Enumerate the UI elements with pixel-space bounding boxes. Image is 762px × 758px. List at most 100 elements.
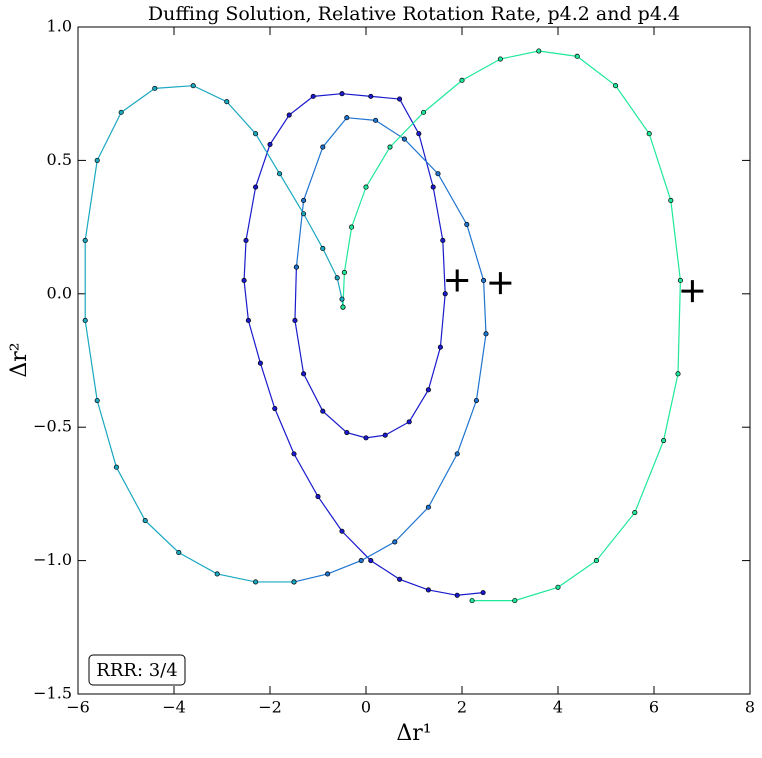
point xyxy=(358,558,364,564)
point xyxy=(430,184,436,190)
point xyxy=(82,317,88,324)
point xyxy=(416,131,422,137)
point xyxy=(437,344,443,350)
point xyxy=(325,571,331,577)
point xyxy=(406,419,412,425)
annotation-box xyxy=(88,654,186,686)
y-tick-label: 0.0 xyxy=(47,283,72,302)
point xyxy=(341,269,347,276)
point xyxy=(363,184,369,190)
point xyxy=(310,93,316,99)
point xyxy=(272,405,278,412)
point xyxy=(555,584,561,590)
point xyxy=(253,184,259,190)
point xyxy=(152,85,158,91)
point xyxy=(301,371,307,377)
cross-marker xyxy=(489,272,512,295)
point xyxy=(677,277,683,284)
point xyxy=(82,237,88,243)
point xyxy=(425,387,431,393)
point xyxy=(425,504,431,510)
y-axis-label: Δr² xyxy=(7,342,32,377)
y-tick-label: −1.5 xyxy=(33,684,72,703)
cross-marker xyxy=(446,269,469,292)
point xyxy=(339,91,345,97)
point xyxy=(344,429,350,436)
y-tick-label: 0.5 xyxy=(47,150,72,169)
point xyxy=(214,571,220,577)
point xyxy=(392,539,398,545)
x-tick-label: −4 xyxy=(162,698,186,717)
point xyxy=(675,371,681,377)
point xyxy=(646,131,652,137)
point xyxy=(320,245,326,251)
point xyxy=(454,592,460,598)
y-tick-label: 1.0 xyxy=(47,17,72,36)
point xyxy=(291,579,297,585)
point xyxy=(512,598,518,604)
x-tick-label: 2 xyxy=(457,698,467,717)
point xyxy=(94,157,100,163)
point xyxy=(118,109,124,115)
point xyxy=(668,197,674,203)
point xyxy=(301,197,307,203)
point xyxy=(291,451,297,457)
point xyxy=(481,277,487,284)
point xyxy=(397,96,403,102)
point xyxy=(339,296,345,302)
point xyxy=(224,99,230,105)
x-tick-label: 0 xyxy=(361,698,371,717)
point xyxy=(473,397,479,404)
x-tick-label: −6 xyxy=(66,698,90,717)
point xyxy=(315,494,321,500)
point xyxy=(421,109,427,115)
point xyxy=(277,171,283,177)
annotation: RRR: 3/4 xyxy=(96,660,177,681)
plot-frame xyxy=(77,26,751,695)
point xyxy=(382,432,388,438)
point xyxy=(454,451,460,457)
point xyxy=(301,211,307,217)
point xyxy=(293,264,299,270)
point xyxy=(397,576,403,582)
point xyxy=(267,141,273,147)
series-line xyxy=(243,93,484,596)
point xyxy=(176,550,182,556)
point xyxy=(344,115,350,121)
point xyxy=(613,83,619,89)
point xyxy=(253,131,259,137)
point xyxy=(368,558,374,564)
point xyxy=(334,275,340,281)
point xyxy=(442,291,448,297)
x-tick-label: 8 xyxy=(745,698,755,717)
point xyxy=(113,464,119,470)
point xyxy=(593,558,599,564)
point xyxy=(459,77,465,83)
chart-title: Duffing Solution, Relative Rotation Rate… xyxy=(148,3,680,25)
point xyxy=(661,437,667,444)
point xyxy=(435,171,441,177)
point xyxy=(401,136,407,142)
point xyxy=(340,304,346,310)
x-axis-label: Δr¹ xyxy=(396,721,431,746)
point xyxy=(292,317,298,324)
point xyxy=(483,331,489,337)
point xyxy=(320,144,326,150)
point xyxy=(94,397,100,404)
point xyxy=(253,579,259,585)
y-tick-label: −0.5 xyxy=(33,417,72,436)
x-tick-label: 6 xyxy=(649,698,659,717)
point xyxy=(320,408,326,414)
point xyxy=(536,48,542,54)
point xyxy=(243,237,249,243)
x-tick-label: 4 xyxy=(553,698,563,717)
x-tick-label: −2 xyxy=(258,698,282,717)
point xyxy=(257,360,263,366)
point xyxy=(425,587,431,593)
point xyxy=(632,510,638,516)
point xyxy=(190,83,196,89)
point xyxy=(245,317,251,324)
point xyxy=(349,224,355,230)
point xyxy=(387,144,393,150)
